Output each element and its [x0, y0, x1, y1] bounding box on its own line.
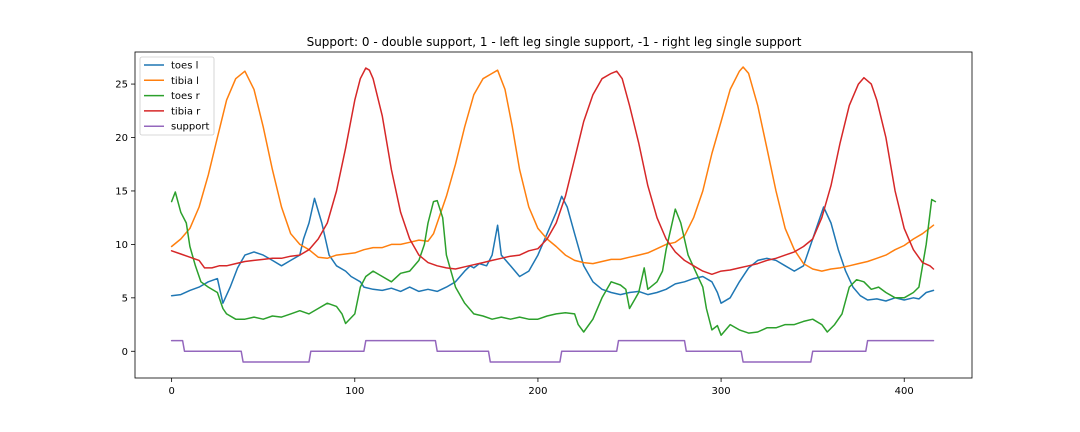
x-tick-label: 0 — [168, 386, 174, 397]
x-tick-label: 100 — [345, 386, 364, 397]
y-tick-label: 15 — [115, 186, 128, 197]
series-line-support — [170, 339, 935, 363]
y-axis: 0 5 10 15 20 25 — [115, 80, 135, 358]
x-axis: 0 100 200 300 400 — [168, 378, 914, 397]
legend-box — [139, 56, 215, 136]
x-tick-label: 200 — [528, 386, 547, 397]
chart-title: Support: 0 - double support, 1 - left le… — [307, 35, 802, 49]
legend: toes l tibia l toes r tibia r support — [139, 56, 215, 136]
x-tick-label: 400 — [895, 386, 914, 397]
series-line-toes-l — [170, 195, 935, 304]
series-line-tibia-l — [170, 66, 935, 272]
x-tick-label: 300 — [712, 386, 731, 397]
legend-label-toes-l: toes l — [171, 61, 198, 72]
legend-label-tibia-l: tibia l — [171, 76, 199, 87]
legend-label-toes-r: toes r — [171, 91, 201, 102]
y-tick-label: 5 — [122, 293, 128, 304]
series-line-tibia-r — [170, 67, 935, 276]
series-line-toes-r — [170, 191, 937, 336]
y-tick-label: 25 — [115, 80, 128, 91]
y-tick-label: 20 — [115, 133, 128, 144]
plot-frame — [134, 51, 973, 379]
legend-label-support: support — [171, 122, 209, 133]
y-tick-label: 0 — [122, 347, 128, 358]
legend-label-tibia-r: tibia r — [171, 106, 201, 117]
y-tick-label: 10 — [115, 240, 128, 251]
series-layer — [170, 66, 937, 363]
